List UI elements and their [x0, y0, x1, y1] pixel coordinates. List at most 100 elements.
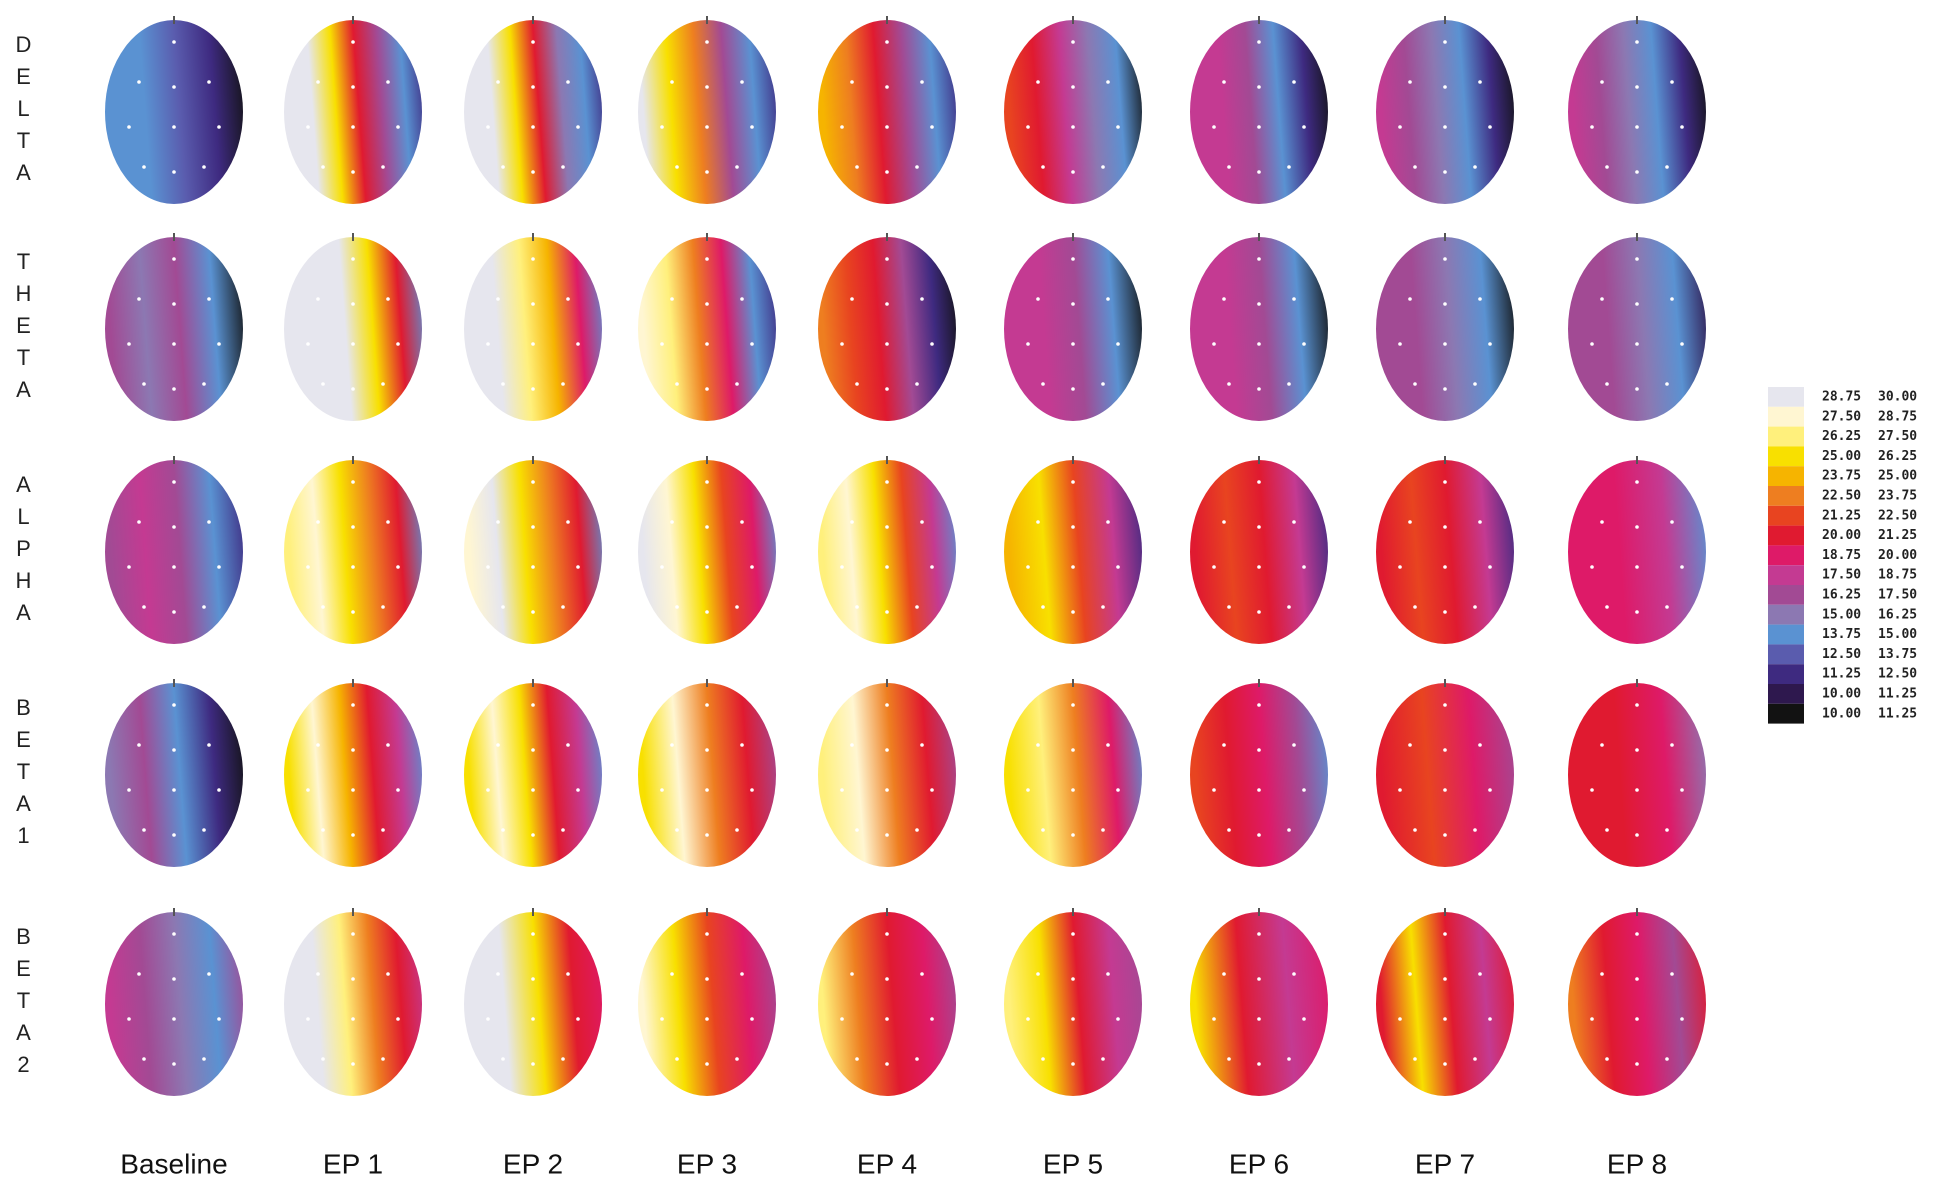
electrode: [1443, 302, 1447, 306]
electrode: [1600, 743, 1604, 747]
electrode: [127, 125, 131, 129]
electrode: [1605, 605, 1609, 609]
electrode: [1488, 1017, 1492, 1021]
scalp-map: [638, 460, 776, 644]
electrode: [531, 610, 535, 614]
scalp-map: [1004, 460, 1142, 644]
electrode: [486, 788, 490, 792]
scalp-map: [284, 683, 422, 867]
electrode: [1041, 605, 1045, 609]
electrode: [1036, 743, 1040, 747]
electrode: [1302, 1017, 1306, 1021]
electrode: [1287, 605, 1291, 609]
scalp-map: [464, 237, 602, 421]
scalp-map: [1004, 912, 1142, 1096]
scalp-map: [284, 460, 422, 644]
electrode: [1257, 565, 1261, 569]
electrode: [172, 525, 176, 529]
electrode: [1590, 125, 1594, 129]
row-label: ALPHA: [11, 472, 36, 632]
electrode: [915, 382, 919, 386]
electrode: [172, 1062, 176, 1066]
electrode: [1635, 788, 1639, 792]
electrode: [531, 703, 535, 707]
legend-low: 13.75: [1822, 627, 1861, 642]
electrode: [1635, 387, 1639, 391]
electrode: [202, 1057, 206, 1061]
electrode: [1287, 1057, 1291, 1061]
electrode: [920, 972, 924, 976]
electrode: [1026, 342, 1030, 346]
electrode: [705, 302, 709, 306]
scalp-map: [1376, 20, 1514, 204]
electrode: [855, 828, 859, 832]
electrode: [496, 80, 500, 84]
scalp-map: [1376, 912, 1514, 1096]
electrode: [1398, 342, 1402, 346]
electrode: [1071, 977, 1075, 981]
legend-high: 11.25: [1878, 706, 1917, 721]
electrode: [705, 932, 709, 936]
electrode: [172, 85, 176, 89]
electrode: [1488, 565, 1492, 569]
electrode: [1478, 80, 1482, 84]
legend-low: 15.00: [1822, 607, 1861, 622]
electrode: [1106, 520, 1110, 524]
electrode: [1287, 382, 1291, 386]
electrode: [1257, 788, 1261, 792]
legend-low: 16.25: [1822, 588, 1861, 603]
electrode: [351, 748, 355, 752]
electrode: [1071, 703, 1075, 707]
electrode: [351, 170, 355, 174]
scalp-map: [638, 683, 776, 867]
electrode: [1071, 85, 1075, 89]
electrode: [1443, 1062, 1447, 1066]
electrode: [1473, 605, 1477, 609]
electrode: [885, 257, 889, 261]
legend-high: 25.00: [1878, 469, 1917, 484]
electrode: [1443, 480, 1447, 484]
electrode: [1227, 828, 1231, 832]
electrode: [885, 703, 889, 707]
electrode: [1635, 125, 1639, 129]
electrode: [316, 743, 320, 747]
electrode: [531, 1017, 535, 1021]
electrode: [705, 703, 709, 707]
electrode: [531, 125, 535, 129]
electrode: [705, 342, 709, 346]
electrode: [1590, 342, 1594, 346]
electrode: [1071, 525, 1075, 529]
electrode: [705, 480, 709, 484]
electrode: [885, 387, 889, 391]
legend-high: 15.00: [1878, 627, 1917, 642]
electrode: [386, 972, 390, 976]
electrode: [840, 125, 844, 129]
electrode: [396, 565, 400, 569]
electrode: [1212, 1017, 1216, 1021]
electrode: [351, 703, 355, 707]
electrode: [915, 1057, 919, 1061]
electrode: [670, 80, 674, 84]
electrode: [1257, 703, 1261, 707]
electrode: [1408, 80, 1412, 84]
electrode: [1443, 610, 1447, 614]
electrode: [142, 1057, 146, 1061]
electrode: [920, 743, 924, 747]
electrode: [142, 828, 146, 832]
electrode: [885, 40, 889, 44]
electrode: [501, 605, 505, 609]
electrode: [576, 565, 580, 569]
electrode: [1106, 743, 1110, 747]
electrode: [1670, 743, 1674, 747]
electrode: [1222, 520, 1226, 524]
scalp-map: [1568, 460, 1706, 644]
legend-high: 17.50: [1878, 588, 1917, 603]
electrode: [1590, 788, 1594, 792]
electrode: [486, 342, 490, 346]
electrode: [1605, 1057, 1609, 1061]
electrode: [1443, 125, 1447, 129]
electrode: [1222, 80, 1226, 84]
electrode: [660, 788, 664, 792]
electrode: [1488, 342, 1492, 346]
electrode: [576, 342, 580, 346]
